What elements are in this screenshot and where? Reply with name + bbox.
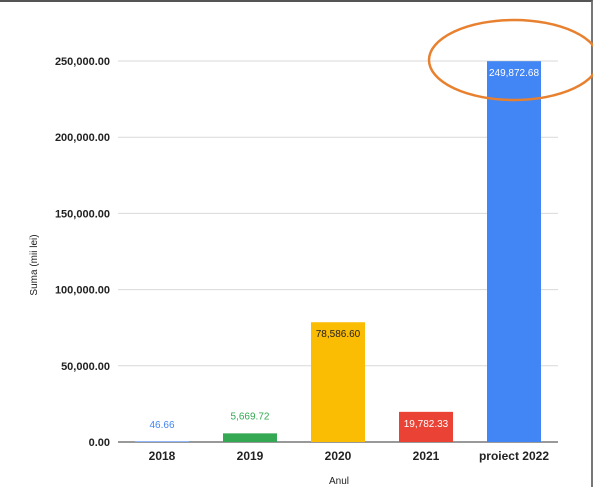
bar bbox=[223, 433, 277, 442]
x-tick-label: 2020 bbox=[325, 449, 352, 463]
bar bbox=[399, 411, 453, 442]
y-axis-title: Suma (mii lei) bbox=[29, 234, 40, 295]
x-tick-label: 2018 bbox=[149, 449, 176, 463]
y-axis-ticks: 0.00 50,000.00 100,000.00 150,000.00 200,000… bbox=[55, 56, 110, 449]
x-tick-label: 2019 bbox=[237, 449, 264, 463]
y-tick-label: 0.00 bbox=[89, 437, 110, 449]
bar bbox=[487, 61, 541, 443]
x-tick-label: proiect 2022 bbox=[479, 449, 549, 463]
x-axis-ticks: 2018 2019 2020 2021 proiect 2022 bbox=[149, 449, 550, 463]
data-label: 19,782.33 bbox=[404, 419, 449, 430]
bar bbox=[135, 441, 189, 442]
x-axis-title: Anul bbox=[329, 476, 349, 487]
data-label: 46.66 bbox=[149, 420, 174, 431]
bars bbox=[135, 61, 541, 443]
y-tick-label: 200,000.00 bbox=[55, 132, 110, 144]
y-tick-label: 50,000.00 bbox=[61, 361, 110, 373]
data-label: 5,669.72 bbox=[231, 411, 270, 422]
value-labels: 46.66 5,669.72 78,586.60 19,782.33 249,872.6… bbox=[149, 68, 539, 431]
x-tick-label: 2021 bbox=[413, 449, 440, 463]
highlight-ellipse bbox=[427, 18, 593, 102]
y-tick-label: 250,000.00 bbox=[55, 56, 110, 68]
data-label: 78,586.60 bbox=[316, 329, 361, 340]
data-label: 249,872.68 bbox=[489, 68, 539, 79]
y-tick-label: 100,000.00 bbox=[55, 285, 110, 297]
bar bbox=[311, 322, 365, 442]
y-tick-label: 150,000.00 bbox=[55, 208, 110, 220]
